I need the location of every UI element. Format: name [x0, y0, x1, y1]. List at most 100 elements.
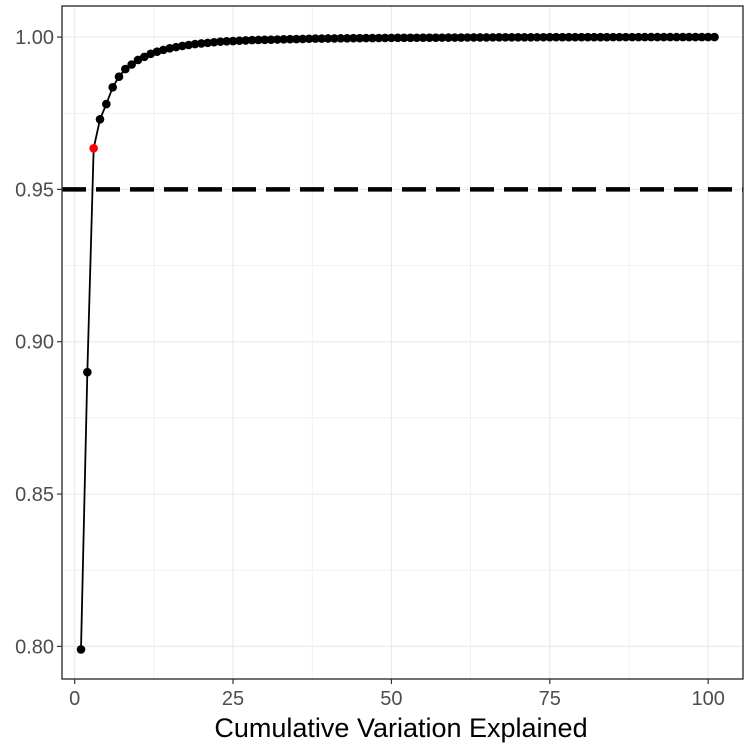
data-point: [184, 40, 193, 50]
data-point: [450, 33, 460, 42]
data-point: [108, 83, 117, 92]
data-point: [121, 64, 130, 74]
data-point: [488, 33, 498, 42]
grid-minor: [62, 6, 743, 679]
data-point: [216, 37, 225, 46]
data-point: [298, 34, 308, 44]
x-tick-label: 0: [69, 688, 80, 710]
data-point: [114, 72, 124, 81]
data-point: [539, 32, 548, 42]
data-point: [431, 33, 441, 42]
data-point: [697, 32, 707, 42]
data-point: [102, 99, 111, 109]
y-tick-label: 0.80: [15, 636, 54, 658]
data-point: [665, 32, 675, 42]
y-tick-label: 0.95: [15, 179, 54, 201]
data-point: [532, 32, 542, 42]
data-point: [266, 35, 276, 44]
x-axis-ticks: 0 25 50 75 100: [69, 679, 725, 710]
data-point: [501, 33, 510, 42]
data-point: [285, 34, 295, 44]
data-point: [254, 35, 263, 45]
data-point: [190, 39, 200, 49]
data-point: [634, 32, 643, 42]
data-point: [570, 32, 580, 42]
x-tick-label: 50: [380, 688, 402, 710]
data-point: [507, 33, 517, 42]
data-point: [678, 32, 688, 42]
data-point: [127, 60, 136, 69]
data-point: [355, 33, 365, 43]
data-point: [564, 32, 574, 42]
data-point: [235, 36, 244, 46]
data-point: [241, 36, 251, 45]
data-point: [197, 39, 206, 48]
data-point: [463, 33, 472, 42]
data-point: [368, 33, 377, 43]
x-tick-label: 25: [222, 688, 244, 710]
data-point: [703, 32, 713, 42]
data-point: [425, 33, 434, 42]
data-point: [615, 32, 624, 42]
data-point: [76, 645, 86, 654]
data-point: [273, 35, 282, 44]
data-point: [469, 33, 479, 42]
data-point: [640, 32, 650, 42]
data-point: [545, 32, 555, 42]
data-point: [437, 33, 447, 42]
data-point: [653, 32, 662, 42]
series-points: [76, 32, 719, 654]
data-point: [646, 32, 656, 42]
data-point: [482, 33, 491, 42]
data-point: [209, 37, 219, 47]
y-tick-label: 1.00: [15, 27, 54, 49]
data-point: [349, 33, 358, 43]
data-point: [387, 33, 396, 43]
y-axis-ticks: 0.80 0.85 0.90 0.95 1.00: [15, 27, 62, 658]
data-point: [317, 34, 327, 43]
y-tick-label: 0.90: [15, 332, 54, 354]
data-point: [330, 34, 339, 43]
data-point: [589, 32, 599, 42]
data-point: [393, 33, 403, 43]
data-point: [247, 35, 257, 45]
data-point: [178, 41, 187, 51]
data-point: [558, 32, 567, 42]
data-point: [374, 33, 384, 43]
data-point: [526, 32, 536, 42]
data-point: [83, 367, 92, 377]
data-point: [577, 32, 586, 42]
data-point: [596, 32, 605, 42]
data-point: [551, 32, 561, 42]
data-point: [710, 32, 719, 42]
data-point: [520, 32, 529, 42]
data-point: [672, 32, 681, 42]
data-point: [494, 33, 504, 42]
data-point: [260, 35, 270, 45]
data-point: [292, 34, 301, 44]
data-point: [336, 34, 346, 43]
data-point: [279, 35, 289, 44]
data-point: [659, 32, 669, 42]
data-point: [380, 33, 390, 43]
data-point: [583, 32, 593, 42]
data-point: [684, 32, 694, 42]
x-tick-label: 100: [691, 688, 724, 710]
data-point: [475, 33, 485, 42]
data-point: [418, 33, 428, 43]
data-point: [608, 32, 618, 42]
y-tick-label: 0.85: [15, 484, 54, 506]
data-point: [95, 115, 105, 124]
data-point: [444, 33, 453, 42]
data-point: [412, 33, 422, 43]
data-point: [228, 36, 238, 46]
data-point: [222, 37, 232, 46]
highlight-point: [89, 143, 98, 153]
x-axis-title: Cumulative Variation Explained: [214, 713, 587, 743]
data-point: [406, 33, 415, 43]
data-point: [361, 33, 371, 43]
panel-border: [61, 5, 744, 680]
data-point: [691, 32, 700, 42]
